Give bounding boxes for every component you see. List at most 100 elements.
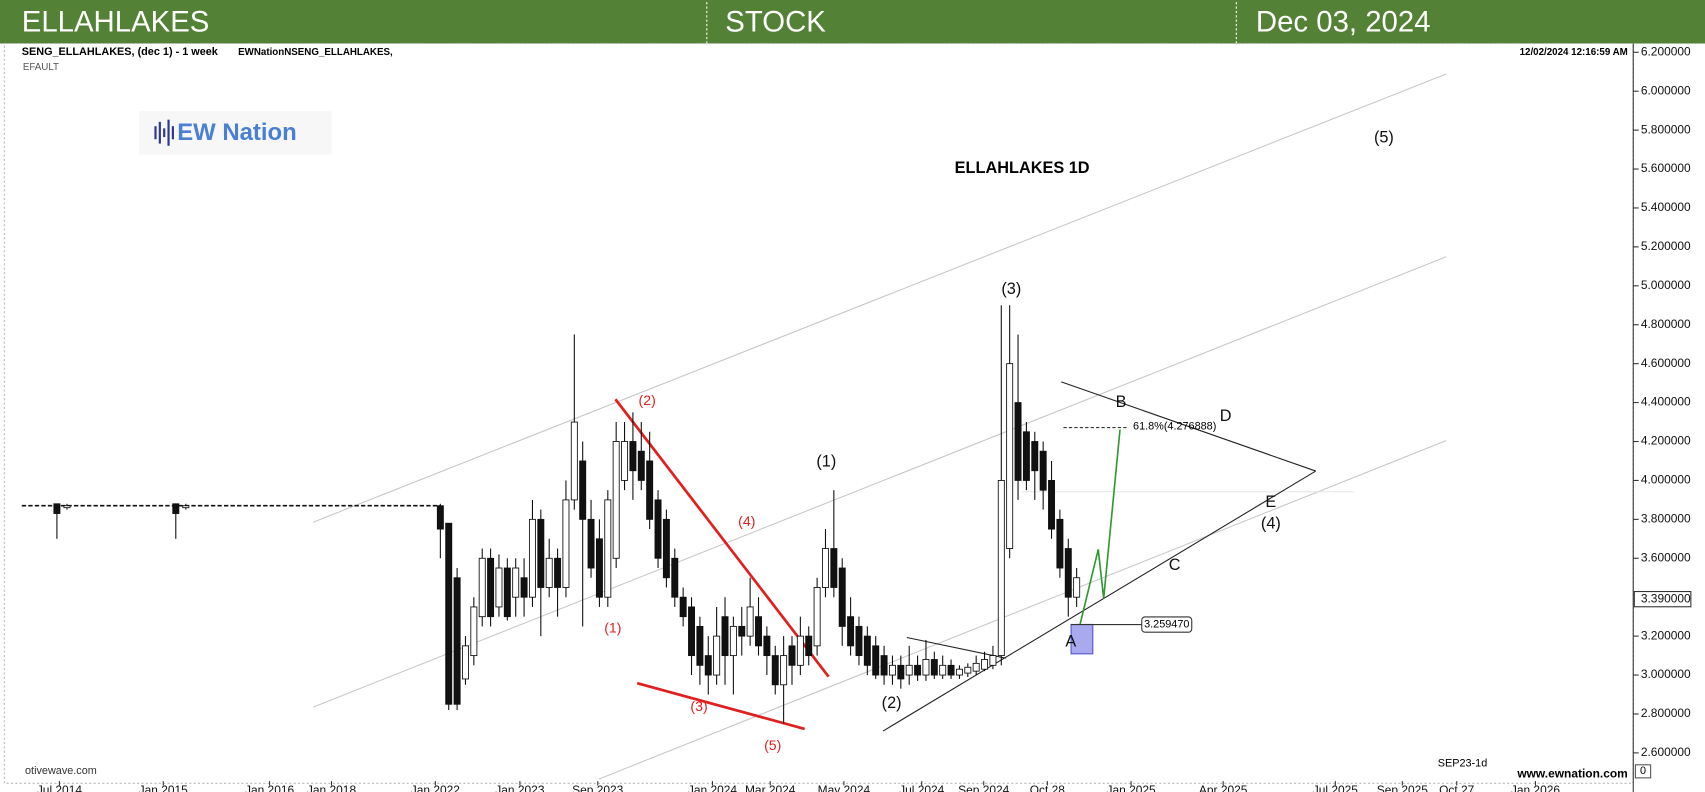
y-tick-label: 5.400000 xyxy=(1641,200,1691,214)
candle-body xyxy=(495,567,503,608)
x-tick-label: Sep 2025 xyxy=(1377,783,1429,792)
header-right: Dec 03, 2024 xyxy=(1256,6,1431,39)
y-tick-label: 4.400000 xyxy=(1641,395,1691,409)
candle-body xyxy=(872,645,880,676)
candle-body xyxy=(662,518,670,579)
candle-body xyxy=(997,480,1005,657)
candle-body xyxy=(813,587,821,647)
candle-body xyxy=(763,635,771,657)
y-tick-label: 3.800000 xyxy=(1641,512,1691,526)
candle-body xyxy=(1056,518,1064,569)
x-tick-label: Jan 2024 xyxy=(688,783,738,792)
x-tick-label: Oct 28 xyxy=(1030,783,1066,792)
candle-body xyxy=(579,460,587,520)
candle-body xyxy=(654,499,662,559)
triangle-lines xyxy=(882,381,1317,732)
x-tick-label: Mar 2024 xyxy=(745,783,796,792)
candle-body xyxy=(445,522,453,705)
candle-body xyxy=(930,659,938,676)
candle-body xyxy=(729,625,737,657)
corner-label: 0 xyxy=(1640,765,1646,777)
candle-body xyxy=(1048,480,1056,530)
x-tick-label: Jan 2023 xyxy=(495,783,545,792)
candle-body xyxy=(796,635,804,666)
candle-body xyxy=(570,421,578,501)
candle-body xyxy=(1064,548,1072,598)
candle-body xyxy=(897,664,905,680)
y-tick-label: 5.000000 xyxy=(1641,278,1691,292)
candle-body xyxy=(847,616,855,647)
candle-body xyxy=(947,664,955,676)
wave-label: C xyxy=(1169,556,1181,574)
y-tick-label: 4.000000 xyxy=(1641,473,1691,487)
wave-label: (1) xyxy=(816,453,836,471)
candle-body xyxy=(512,567,520,598)
y-tick-label: 4.200000 xyxy=(1641,434,1691,448)
last-price-label: 3.390000 xyxy=(1641,591,1691,605)
price-box xyxy=(1141,616,1193,633)
candle-body xyxy=(637,450,645,481)
candle-body xyxy=(922,659,930,676)
source: otivewave.com xyxy=(25,765,97,777)
logo-box xyxy=(139,110,332,155)
chart-title: ELLAHLAKES 1D xyxy=(955,159,1090,177)
candle-body xyxy=(914,664,922,676)
candle-body xyxy=(1039,450,1047,491)
candle-body xyxy=(855,625,863,657)
candle-body xyxy=(788,645,796,666)
candle-body xyxy=(704,655,712,676)
candle-body xyxy=(964,666,972,674)
x-tick-label: May 2024 xyxy=(818,783,871,792)
fib-label: 61.8%(4.276888) xyxy=(1133,420,1216,432)
candle-body xyxy=(1006,363,1014,549)
candle-body xyxy=(172,503,180,514)
timestamp: 12/02/2024 12:16:59 AM xyxy=(1520,47,1628,58)
candle-body xyxy=(696,625,704,666)
wave-label: (5) xyxy=(1374,129,1394,147)
candle-body xyxy=(545,557,553,588)
x-tick-label: Jan 2015 xyxy=(139,783,189,792)
x-tick-label: Jul 2014 xyxy=(37,783,83,792)
wave-label: (4) xyxy=(738,513,755,529)
candle-body xyxy=(671,557,679,598)
candle-body xyxy=(981,659,989,670)
layout-name: EFAULT xyxy=(23,62,59,73)
candle-body xyxy=(182,505,190,509)
footer-code: SEP23-1d xyxy=(1438,758,1488,770)
candle-body xyxy=(830,548,838,588)
x-tick-label: Jan 2022 xyxy=(411,783,461,792)
candle-body xyxy=(688,606,696,657)
price-box-label: 3.259470 xyxy=(1144,618,1189,630)
header-center: STOCK xyxy=(725,6,826,39)
y-tick-label: 6.200000 xyxy=(1641,44,1691,58)
candle-body xyxy=(905,664,913,676)
candle-body xyxy=(63,505,71,509)
header-left: ELLAHLAKES xyxy=(22,6,210,39)
wave-label: (2) xyxy=(639,392,656,408)
y-tick-label: 5.600000 xyxy=(1641,161,1691,175)
candle-body xyxy=(453,577,461,705)
y-tick-label: 4.800000 xyxy=(1641,317,1691,331)
wave-label: D xyxy=(1220,407,1232,425)
candle-body xyxy=(780,655,788,686)
candle-body xyxy=(646,460,654,520)
wave-label: A xyxy=(1065,632,1076,650)
candle-body xyxy=(621,441,629,481)
y-tick-label: 5.800000 xyxy=(1641,122,1691,136)
candle-body xyxy=(821,548,829,588)
logo-text: EW Nation xyxy=(177,119,297,146)
header-bar xyxy=(0,0,1705,44)
wave-label: E xyxy=(1265,493,1276,511)
study: EWNationNSENG_ELLAHLAKES, xyxy=(238,47,393,58)
candle-body xyxy=(528,518,536,598)
projection-path xyxy=(1078,429,1121,626)
candle-body xyxy=(989,655,997,666)
candle-body xyxy=(629,441,637,472)
candle-body xyxy=(863,635,871,666)
x-tick-label: Jan 2026 xyxy=(1511,783,1561,792)
candle-body xyxy=(487,557,495,618)
x-tick-label: Jan 2018 xyxy=(307,783,357,792)
y-tick-label: 4.600000 xyxy=(1641,356,1691,370)
candle-body xyxy=(612,441,620,559)
candle-body xyxy=(880,655,888,676)
